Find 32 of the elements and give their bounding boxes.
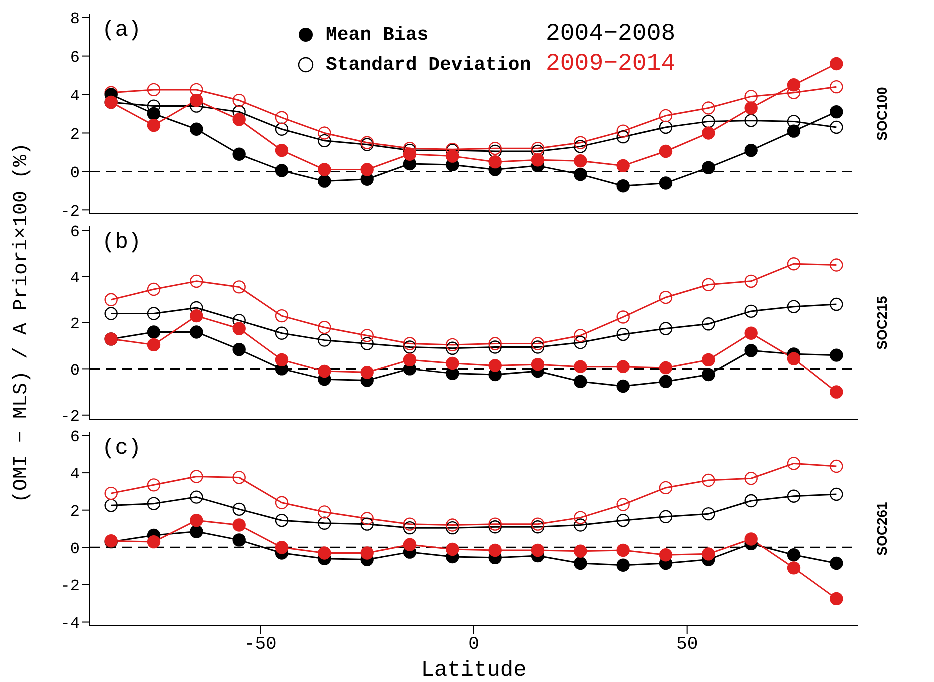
annotation: (b) (102, 230, 142, 255)
x-tick-label: 0 (468, 634, 480, 655)
x-axis-title: Latitude (421, 658, 527, 682)
y-tick-label: -2 (60, 202, 80, 221)
y-tick-label: 6 (70, 428, 80, 446)
y-tick-label: 6 (70, 223, 80, 242)
y-tick-label: 4 (70, 87, 80, 106)
y-axis-title: (OMI − MLS) / A Priori×100 (%) (10, 142, 34, 504)
y-tick-label: 2 (70, 316, 80, 334)
x-tick-label: -50 (244, 634, 277, 655)
y-tick-label: 4 (70, 466, 80, 484)
text: SOC100 (874, 87, 890, 141)
annotation: (c) (102, 436, 142, 461)
y-tick-label: 4 (70, 269, 80, 288)
y-tick-label: -2 (60, 408, 80, 426)
y-tick-label: -2 (60, 578, 80, 596)
y-tick-label: -4 (60, 614, 80, 633)
y-tick-label: 2 (70, 126, 80, 144)
annotation: 2009−2014 (546, 50, 676, 80)
y-tick-label: 6 (70, 48, 80, 67)
annotation: Mean Bias (326, 23, 430, 48)
annotation: (a) (102, 18, 142, 43)
annotation: 2004−2008 (546, 20, 676, 50)
y-tick-label: 0 (70, 362, 80, 380)
text: SOC215 (874, 296, 890, 350)
text: SOC261 (874, 502, 890, 556)
y-tick-label: 8 (70, 10, 80, 29)
y-tick-label: 0 (70, 540, 80, 558)
annotation: Standard Deviation (326, 53, 532, 78)
x-tick-label: 50 (676, 634, 698, 655)
y-tick-label: 2 (70, 503, 80, 522)
y-tick-label: 0 (70, 164, 80, 182)
